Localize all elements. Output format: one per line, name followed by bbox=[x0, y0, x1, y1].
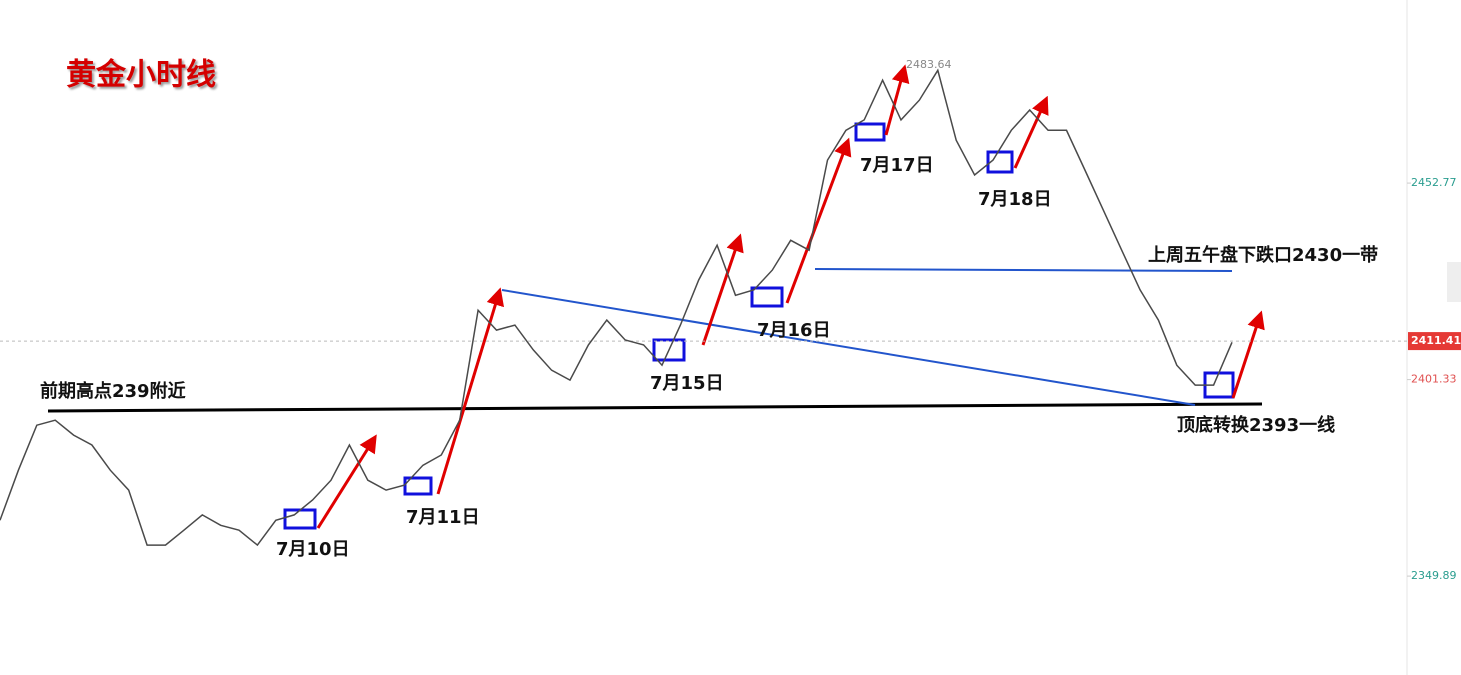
annotation: 7月10日 bbox=[276, 539, 350, 560]
y-tick-label: 2349.89 bbox=[1411, 569, 1457, 582]
annotation: 7月16日 bbox=[757, 320, 831, 341]
support-line bbox=[47, 402, 1263, 413]
trend-line bbox=[501, 289, 1196, 406]
y-tick-label: 2401.33 bbox=[1411, 373, 1457, 386]
annotation: 7月11日 bbox=[406, 507, 480, 528]
side-tab[interactable] bbox=[1447, 262, 1461, 302]
box bbox=[652, 338, 686, 362]
arrow bbox=[785, 137, 852, 304]
box bbox=[750, 286, 784, 308]
gap-line bbox=[814, 268, 1233, 272]
annotation: 7月15日 bbox=[650, 373, 724, 394]
arrow bbox=[1231, 310, 1265, 399]
arrows bbox=[316, 64, 1265, 529]
arrow bbox=[1013, 95, 1049, 169]
arrow bbox=[436, 287, 505, 495]
box bbox=[403, 476, 433, 496]
annotation: 7月18日 bbox=[978, 189, 1052, 210]
annotation: 顶底转换2393一线 bbox=[1177, 414, 1335, 436]
box bbox=[986, 150, 1014, 174]
annotation: 前期高点239附近 bbox=[40, 380, 186, 402]
annotation-lines bbox=[47, 268, 1263, 413]
arrow bbox=[316, 434, 377, 529]
chart-title: 黄金小时线 bbox=[66, 58, 216, 93]
box bbox=[854, 122, 886, 142]
last-price-box bbox=[1408, 332, 1461, 351]
y-tick-label: 2452.77 bbox=[1411, 176, 1457, 189]
last-price-label: 2411.41 bbox=[1411, 334, 1461, 347]
annotation: 7月17日 bbox=[860, 155, 934, 176]
price-line bbox=[0, 68, 1233, 547]
arrow bbox=[701, 233, 744, 346]
arrow bbox=[884, 64, 910, 136]
high-label: 2483.64 bbox=[906, 58, 952, 71]
annotation: 上周五午盘下跌口2430一带 bbox=[1148, 244, 1378, 266]
